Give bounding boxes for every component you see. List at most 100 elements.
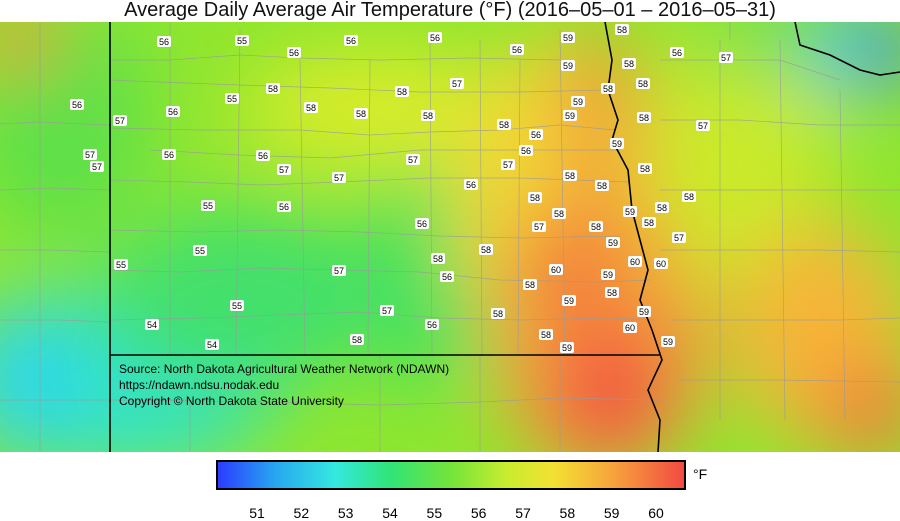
station-label-bg <box>562 295 576 306</box>
station-label: 58 <box>528 192 542 203</box>
station-label: 57 <box>672 232 686 243</box>
station-label: 58 <box>638 163 652 174</box>
station-value: 57 <box>382 306 392 316</box>
station-value: 56 <box>512 45 522 55</box>
station-label: 58 <box>304 102 318 113</box>
station-label-bg <box>670 47 684 58</box>
station-label-bg <box>193 245 207 256</box>
station-label: 59 <box>562 295 576 306</box>
station-label-bg <box>491 308 505 319</box>
station-value: 58 <box>397 87 407 97</box>
station-label-bg <box>497 119 511 130</box>
station-label-bg <box>225 93 239 104</box>
station-label: 58 <box>395 86 409 97</box>
station-value: 55 <box>227 94 237 104</box>
station-label-bg <box>610 138 624 149</box>
station-label: 56 <box>415 218 429 229</box>
station-label: 57 <box>719 52 733 63</box>
station-label-bg <box>563 170 577 181</box>
station-values: 56 55 56 56 56 56 59 58 56 57 59 58 56 55 58 57 58 58 58 59… <box>70 24 733 353</box>
station-value: 57 <box>698 121 708 131</box>
station-label: 59 <box>561 32 575 43</box>
station-label-bg <box>440 271 454 282</box>
station-label-bg <box>523 279 537 290</box>
station-label: 57 <box>332 172 346 183</box>
station-label-bg <box>145 319 159 330</box>
station-value: 56 <box>258 151 268 161</box>
station-value: 56 <box>430 33 440 43</box>
station-label-bg <box>344 35 358 46</box>
station-label: 57 <box>90 161 104 172</box>
station-label: 58 <box>497 119 511 130</box>
station-value: 59 <box>608 238 618 248</box>
station-value: 57 <box>503 160 513 170</box>
station-label-bg <box>719 52 733 63</box>
station-label: 59 <box>637 306 651 317</box>
station-label: 56 <box>166 106 180 117</box>
station-label-bg <box>529 129 543 140</box>
station-label-bg <box>380 305 394 316</box>
station-value: 55 <box>232 301 242 311</box>
source-url[interactable]: https://ndawn.ndsu.nodak.edu <box>119 378 280 392</box>
station-value: 58 <box>499 120 509 130</box>
station-label: 58 <box>637 112 651 123</box>
station-label-bg <box>332 172 346 183</box>
station-label-bg <box>638 163 652 174</box>
station-label-bg <box>637 306 651 317</box>
station-value: 58 <box>639 113 649 123</box>
station-value: 58 <box>481 245 491 255</box>
station-label: 60 <box>549 264 563 275</box>
station-label-bg <box>166 106 180 117</box>
station-label-bg <box>266 83 280 94</box>
station-value: 56 <box>164 150 174 160</box>
station-label: 58 <box>479 244 493 255</box>
station-value: 56 <box>442 272 452 282</box>
station-label-bg <box>696 120 710 131</box>
station-label-bg <box>201 200 215 211</box>
station-label-bg <box>560 342 574 353</box>
station-label-bg <box>230 300 244 311</box>
temperature-map[interactable]: 56 55 56 56 56 56 59 58 56 57 59 58 56 55 58 57 58 58 58 59… <box>0 22 900 452</box>
station-value: 59 <box>625 207 635 217</box>
station-label: 60 <box>623 322 637 333</box>
station-label-bg <box>421 110 435 121</box>
station-label-bg <box>479 244 493 255</box>
station-label: 58 <box>595 180 609 191</box>
station-value: 57 <box>452 79 462 89</box>
station-value: 58 <box>493 309 503 319</box>
station-label-bg <box>464 179 478 190</box>
station-value: 55 <box>195 246 205 256</box>
station-label-bg <box>605 287 619 298</box>
station-label-bg <box>350 334 364 345</box>
station-label: 55 <box>225 93 239 104</box>
station-label: 57 <box>113 115 127 126</box>
station-label: 58 <box>601 83 615 94</box>
station-label: 56 <box>256 150 270 161</box>
legend-tick-label: 57 <box>515 505 531 521</box>
station-label-bg <box>552 208 566 219</box>
station-label: 57 <box>406 154 420 165</box>
station-label: 56 <box>510 44 524 55</box>
station-value: 57 <box>92 162 102 172</box>
station-value: 57 <box>721 53 731 63</box>
station-label: 56 <box>287 47 301 58</box>
station-label-bg <box>682 191 696 202</box>
station-value: 58 <box>638 79 648 89</box>
station-label-bg <box>354 108 368 119</box>
station-value: 56 <box>466 180 476 190</box>
legend-tick-label: 54 <box>382 505 398 521</box>
station-label: 56 <box>344 35 358 46</box>
station-value: 58 <box>607 288 617 298</box>
station-value: 56 <box>346 36 356 46</box>
station-value: 59 <box>612 139 622 149</box>
station-value: 60 <box>625 323 635 333</box>
station-value: 59 <box>639 307 649 317</box>
station-label-bg <box>510 44 524 55</box>
station-label-bg <box>672 232 686 243</box>
station-label-bg <box>595 180 609 191</box>
station-label: 58 <box>682 191 696 202</box>
station-value: 59 <box>663 337 673 347</box>
station-label: 58 <box>655 202 669 213</box>
station-label: 58 <box>491 308 505 319</box>
station-value: 57 <box>279 165 289 175</box>
